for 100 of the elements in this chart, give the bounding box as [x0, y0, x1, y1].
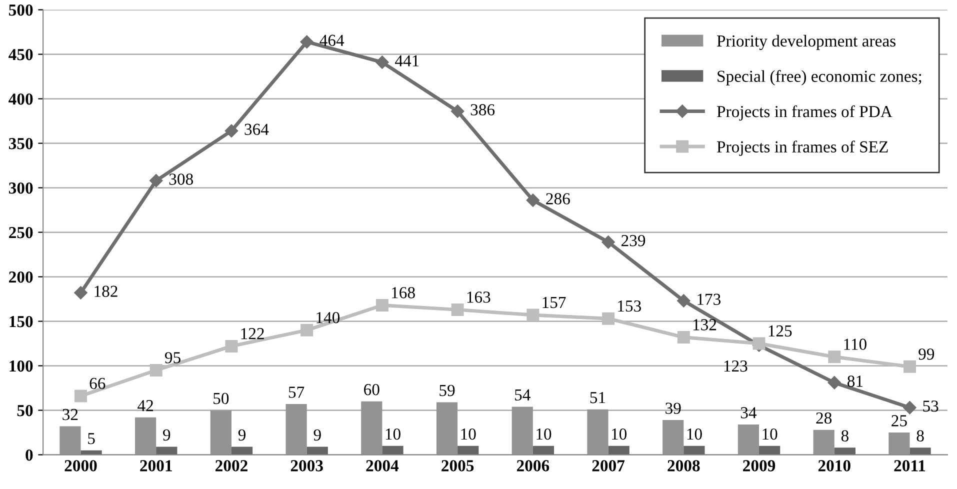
data-label: 54 — [515, 389, 530, 401]
legend-label: Special (free) economic zones; — [718, 70, 922, 86]
data-label: 53 — [923, 400, 938, 412]
data-label: 123 — [724, 360, 748, 372]
point — [904, 360, 916, 373]
data-label: 50 — [214, 392, 229, 404]
data-label: 81 — [848, 376, 863, 387]
point — [677, 331, 690, 344]
bar — [910, 448, 931, 455]
point — [451, 303, 464, 316]
x-tick-label: 2011 — [894, 460, 926, 472]
data-label: 464 — [320, 34, 344, 46]
data-label: 8 — [916, 430, 924, 442]
point — [526, 194, 540, 207]
x-tick-label: 2000 — [64, 460, 97, 472]
data-label: 10 — [536, 428, 552, 440]
data-label: 168 — [392, 287, 415, 298]
x-tick-label: 2010 — [818, 460, 850, 472]
x-tick-label: 2003 — [290, 460, 323, 472]
point — [450, 104, 464, 118]
data-label: 9 — [238, 429, 246, 441]
point — [74, 390, 87, 402]
y-tick-label: 450 — [8, 48, 33, 60]
data-label: 122 — [241, 328, 264, 340]
point — [376, 299, 388, 312]
data-label: 364 — [244, 124, 269, 135]
data-label: 10 — [461, 428, 476, 440]
y-tick-label: 250 — [9, 226, 33, 238]
point — [150, 364, 162, 376]
data-label: 10 — [687, 428, 702, 440]
legend-label: Projects in frames of PDA — [716, 105, 892, 121]
point — [752, 337, 766, 350]
data-label: 34 — [740, 407, 757, 418]
legend-label: Priority development areas — [716, 34, 896, 50]
data-label: 110 — [844, 338, 866, 350]
x-tick-label: 2007 — [592, 460, 625, 472]
point — [602, 235, 615, 249]
bar — [834, 448, 856, 455]
data-label: 173 — [698, 294, 721, 305]
x-tick-label: 2005 — [442, 460, 474, 472]
point — [150, 174, 163, 188]
data-label: 66 — [90, 378, 106, 390]
data-label: 182 — [94, 286, 118, 297]
point — [376, 56, 389, 69]
data-label: 25 — [892, 415, 907, 426]
point — [903, 401, 916, 414]
data-label: 10 — [386, 428, 400, 440]
x-tick-label: 2009 — [743, 460, 776, 472]
point — [300, 35, 314, 48]
y-tick-label: 0 — [26, 449, 33, 461]
y-tick-label: 400 — [8, 93, 33, 105]
point — [677, 294, 690, 308]
data-label: 286 — [546, 193, 570, 204]
x-tick-label: 2001 — [140, 460, 172, 472]
y-tick-label: 350 — [8, 138, 33, 150]
data-label: 140 — [316, 312, 340, 324]
y-tick-label: 200 — [9, 271, 33, 283]
data-label: 39 — [666, 402, 681, 414]
point — [74, 286, 88, 300]
bar — [382, 446, 404, 455]
data-label: 10 — [612, 428, 627, 440]
data-label: 132 — [693, 319, 716, 330]
data-label: 157 — [542, 296, 566, 308]
y-tick-label: 100 — [10, 360, 33, 372]
data-label: 163 — [467, 292, 490, 303]
y-tick-label: 150 — [10, 316, 33, 328]
data-label: 51 — [590, 392, 606, 404]
x-tick-label: 2006 — [516, 460, 550, 472]
data-label: 10 — [762, 428, 778, 440]
data-label: 32 — [62, 408, 78, 420]
point — [300, 324, 314, 336]
x-tick-label: 2004 — [366, 460, 399, 472]
data-label: 60 — [364, 384, 380, 396]
y-tick-label: 500 — [9, 4, 33, 16]
data-label: 125 — [768, 325, 792, 337]
data-label: 386 — [470, 104, 495, 116]
data-label: 42 — [138, 400, 153, 412]
data-label: 153 — [618, 300, 641, 312]
data-label: 9 — [314, 429, 321, 441]
data-label: 99 — [918, 348, 934, 360]
point — [224, 124, 238, 138]
y-tick-label: 300 — [8, 182, 33, 194]
data-label: 5 — [88, 433, 95, 444]
point — [828, 350, 841, 364]
data-label: 308 — [169, 174, 193, 185]
data-label: 28 — [816, 412, 832, 424]
data-label: 239 — [622, 235, 646, 246]
legend-label: Projects in frames of SEZ — [716, 140, 888, 156]
bar — [684, 446, 705, 455]
data-label: 57 — [288, 386, 304, 398]
x-tick-label: 2008 — [668, 460, 700, 472]
data-label: 8 — [841, 430, 848, 442]
point — [526, 308, 540, 322]
data-label: 59 — [440, 384, 455, 396]
point — [225, 340, 238, 352]
point — [602, 312, 615, 325]
data-label: 441 — [395, 55, 419, 66]
point — [828, 376, 841, 390]
y-tick-label: 50 — [17, 404, 33, 416]
x-tick-label: 2002 — [216, 460, 248, 472]
